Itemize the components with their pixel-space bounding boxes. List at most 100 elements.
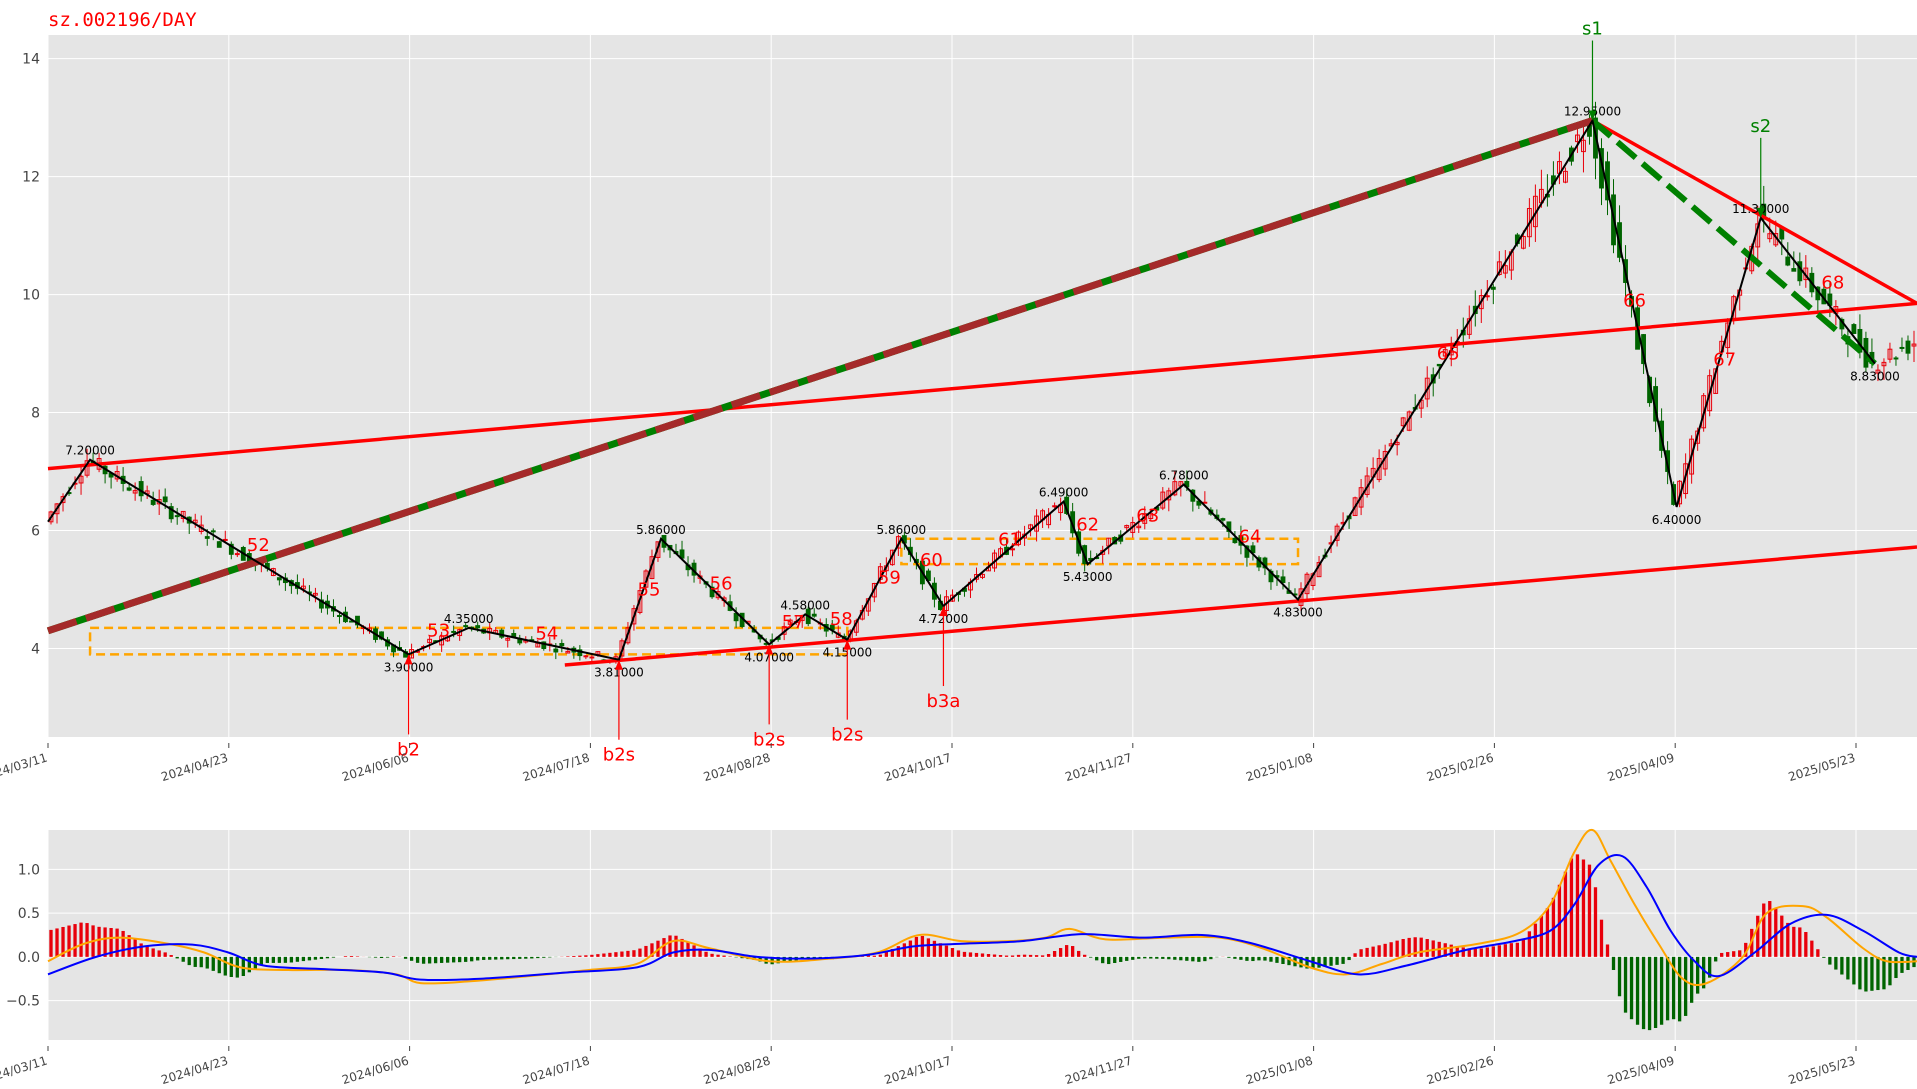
candle-up [715, 591, 721, 599]
pivot-label: 7.20000 [65, 444, 115, 458]
candle-up [1466, 318, 1472, 335]
x-tick-label: 2024/03/11 [0, 1053, 49, 1087]
candle-up [1707, 375, 1713, 412]
sell-arrow-head [1588, 110, 1597, 121]
price-y-tick-label: 8 [31, 406, 40, 422]
candle-down [162, 496, 168, 503]
candle-down [1905, 340, 1911, 354]
candle-up [589, 656, 595, 659]
macd-y-tick-label: 0.0 [18, 950, 40, 966]
candle-up [132, 490, 138, 494]
candle-down [1280, 576, 1286, 583]
trendline [1591, 119, 1917, 305]
candle-up [631, 608, 637, 625]
segment-label: 55 [638, 579, 661, 600]
price-y-tick-label: 12 [22, 170, 40, 186]
price-x-ticks: 2024/03/11 2024/04/23 2024/06/06 2024/07/18… [0, 743, 1857, 784]
candle-down [451, 630, 457, 633]
candle-up [1052, 505, 1058, 508]
candle-down [126, 487, 132, 491]
pivot-label: 4.58000 [780, 598, 830, 612]
pivot-label: 6.78000 [1159, 469, 1209, 483]
candle-down [1851, 324, 1857, 334]
candle-down [216, 541, 222, 548]
candle-down [559, 643, 565, 647]
x-tick-label: 2024/08/28 [702, 1053, 772, 1087]
macd-y-tick-label: −0.5 [6, 994, 40, 1010]
pivot-label: 5.86000 [636, 523, 686, 537]
candle-down [1244, 545, 1250, 558]
candle-down [1785, 256, 1791, 266]
candle-up [565, 650, 571, 654]
buy-arrow-head [404, 654, 413, 665]
buy-signal-label: b3a [926, 691, 960, 712]
candle-up [234, 553, 240, 556]
central-zone [900, 537, 1300, 566]
segment-label: 66 [1623, 290, 1646, 311]
segment-label: 61 [998, 529, 1021, 550]
macd-x-ticks: 2024/03/11 2024/04/23 2024/06/06 2024/07/18… [0, 1046, 1857, 1087]
candle-down [228, 543, 234, 555]
pivot-label: 5.86000 [877, 523, 927, 537]
candle-down [150, 499, 156, 505]
x-tick-label: 2024/11/27 [1063, 1053, 1133, 1087]
candle-up [871, 582, 877, 598]
chart-title: sz.002196/DAY [48, 9, 197, 31]
x-tick-label: 2024/11/27 [1063, 750, 1133, 784]
candle-up [1124, 525, 1130, 529]
sell-signal-label: s2 [1750, 116, 1771, 137]
price-y-ticks: 4 6 8 10 12 14 [22, 52, 40, 658]
macd-y-tick-label: 0.5 [18, 906, 40, 922]
segment-label: 58 [830, 609, 853, 630]
x-tick-label: 2025/01/08 [1244, 1053, 1314, 1087]
pivot-label: 4.35000 [444, 612, 494, 626]
candle-down [204, 536, 210, 539]
candle-up [222, 538, 228, 541]
candle-down [337, 614, 342, 617]
dashed-channel-brown [46, 117, 1594, 635]
macd-lines [47, 828, 1917, 987]
segment-label: 67 [1713, 349, 1736, 370]
candle-up [1028, 524, 1034, 530]
x-tick-label: 2025/02/26 [1425, 1053, 1495, 1087]
candle-up [1136, 525, 1142, 529]
candle-down [355, 615, 360, 626]
x-tick-label: 2024/07/18 [521, 1053, 591, 1087]
x-tick-label: 2024/06/06 [340, 750, 410, 784]
segment-label: 65 [1437, 343, 1460, 364]
candle-up [313, 592, 318, 596]
candle-up [60, 496, 66, 504]
candle-down [1490, 286, 1496, 290]
candle-up [78, 475, 84, 484]
x-tick-label: 2024/10/17 [883, 750, 953, 784]
candle-down [1232, 537, 1238, 544]
candle-up [1701, 395, 1707, 429]
candle-down [1436, 363, 1442, 367]
candle-up [787, 619, 793, 625]
candle-up [1442, 349, 1448, 357]
candle-up [1563, 170, 1568, 183]
candle-up [583, 655, 589, 658]
candle-up [637, 590, 643, 613]
candle-down [174, 515, 180, 518]
x-tick-label: 2025/05/23 [1787, 1053, 1857, 1087]
sell-arrow-head [1756, 207, 1765, 218]
dashed-channel-green [1590, 118, 1877, 366]
candle-up [1478, 295, 1484, 310]
price-y-tick-label: 14 [22, 52, 40, 68]
macd-dea-line [47, 853, 1917, 982]
signal-annotations: b2 b2s b2s b2s b3a s1 s2 [397, 19, 1771, 766]
trendline [47, 301, 1917, 471]
candle-up [300, 585, 306, 590]
pivot-label: 5.43000 [1063, 570, 1113, 584]
candle-down [709, 586, 715, 598]
segment-label: 68 [1821, 273, 1844, 294]
x-tick-label: 2024/03/11 [0, 750, 49, 784]
x-tick-label: 2024/10/17 [883, 1053, 953, 1087]
candle-down [1791, 268, 1797, 272]
buy-signal-label: b2 [397, 739, 420, 760]
x-tick-label: 2025/04/09 [1606, 1053, 1676, 1087]
candle-down [276, 577, 282, 581]
